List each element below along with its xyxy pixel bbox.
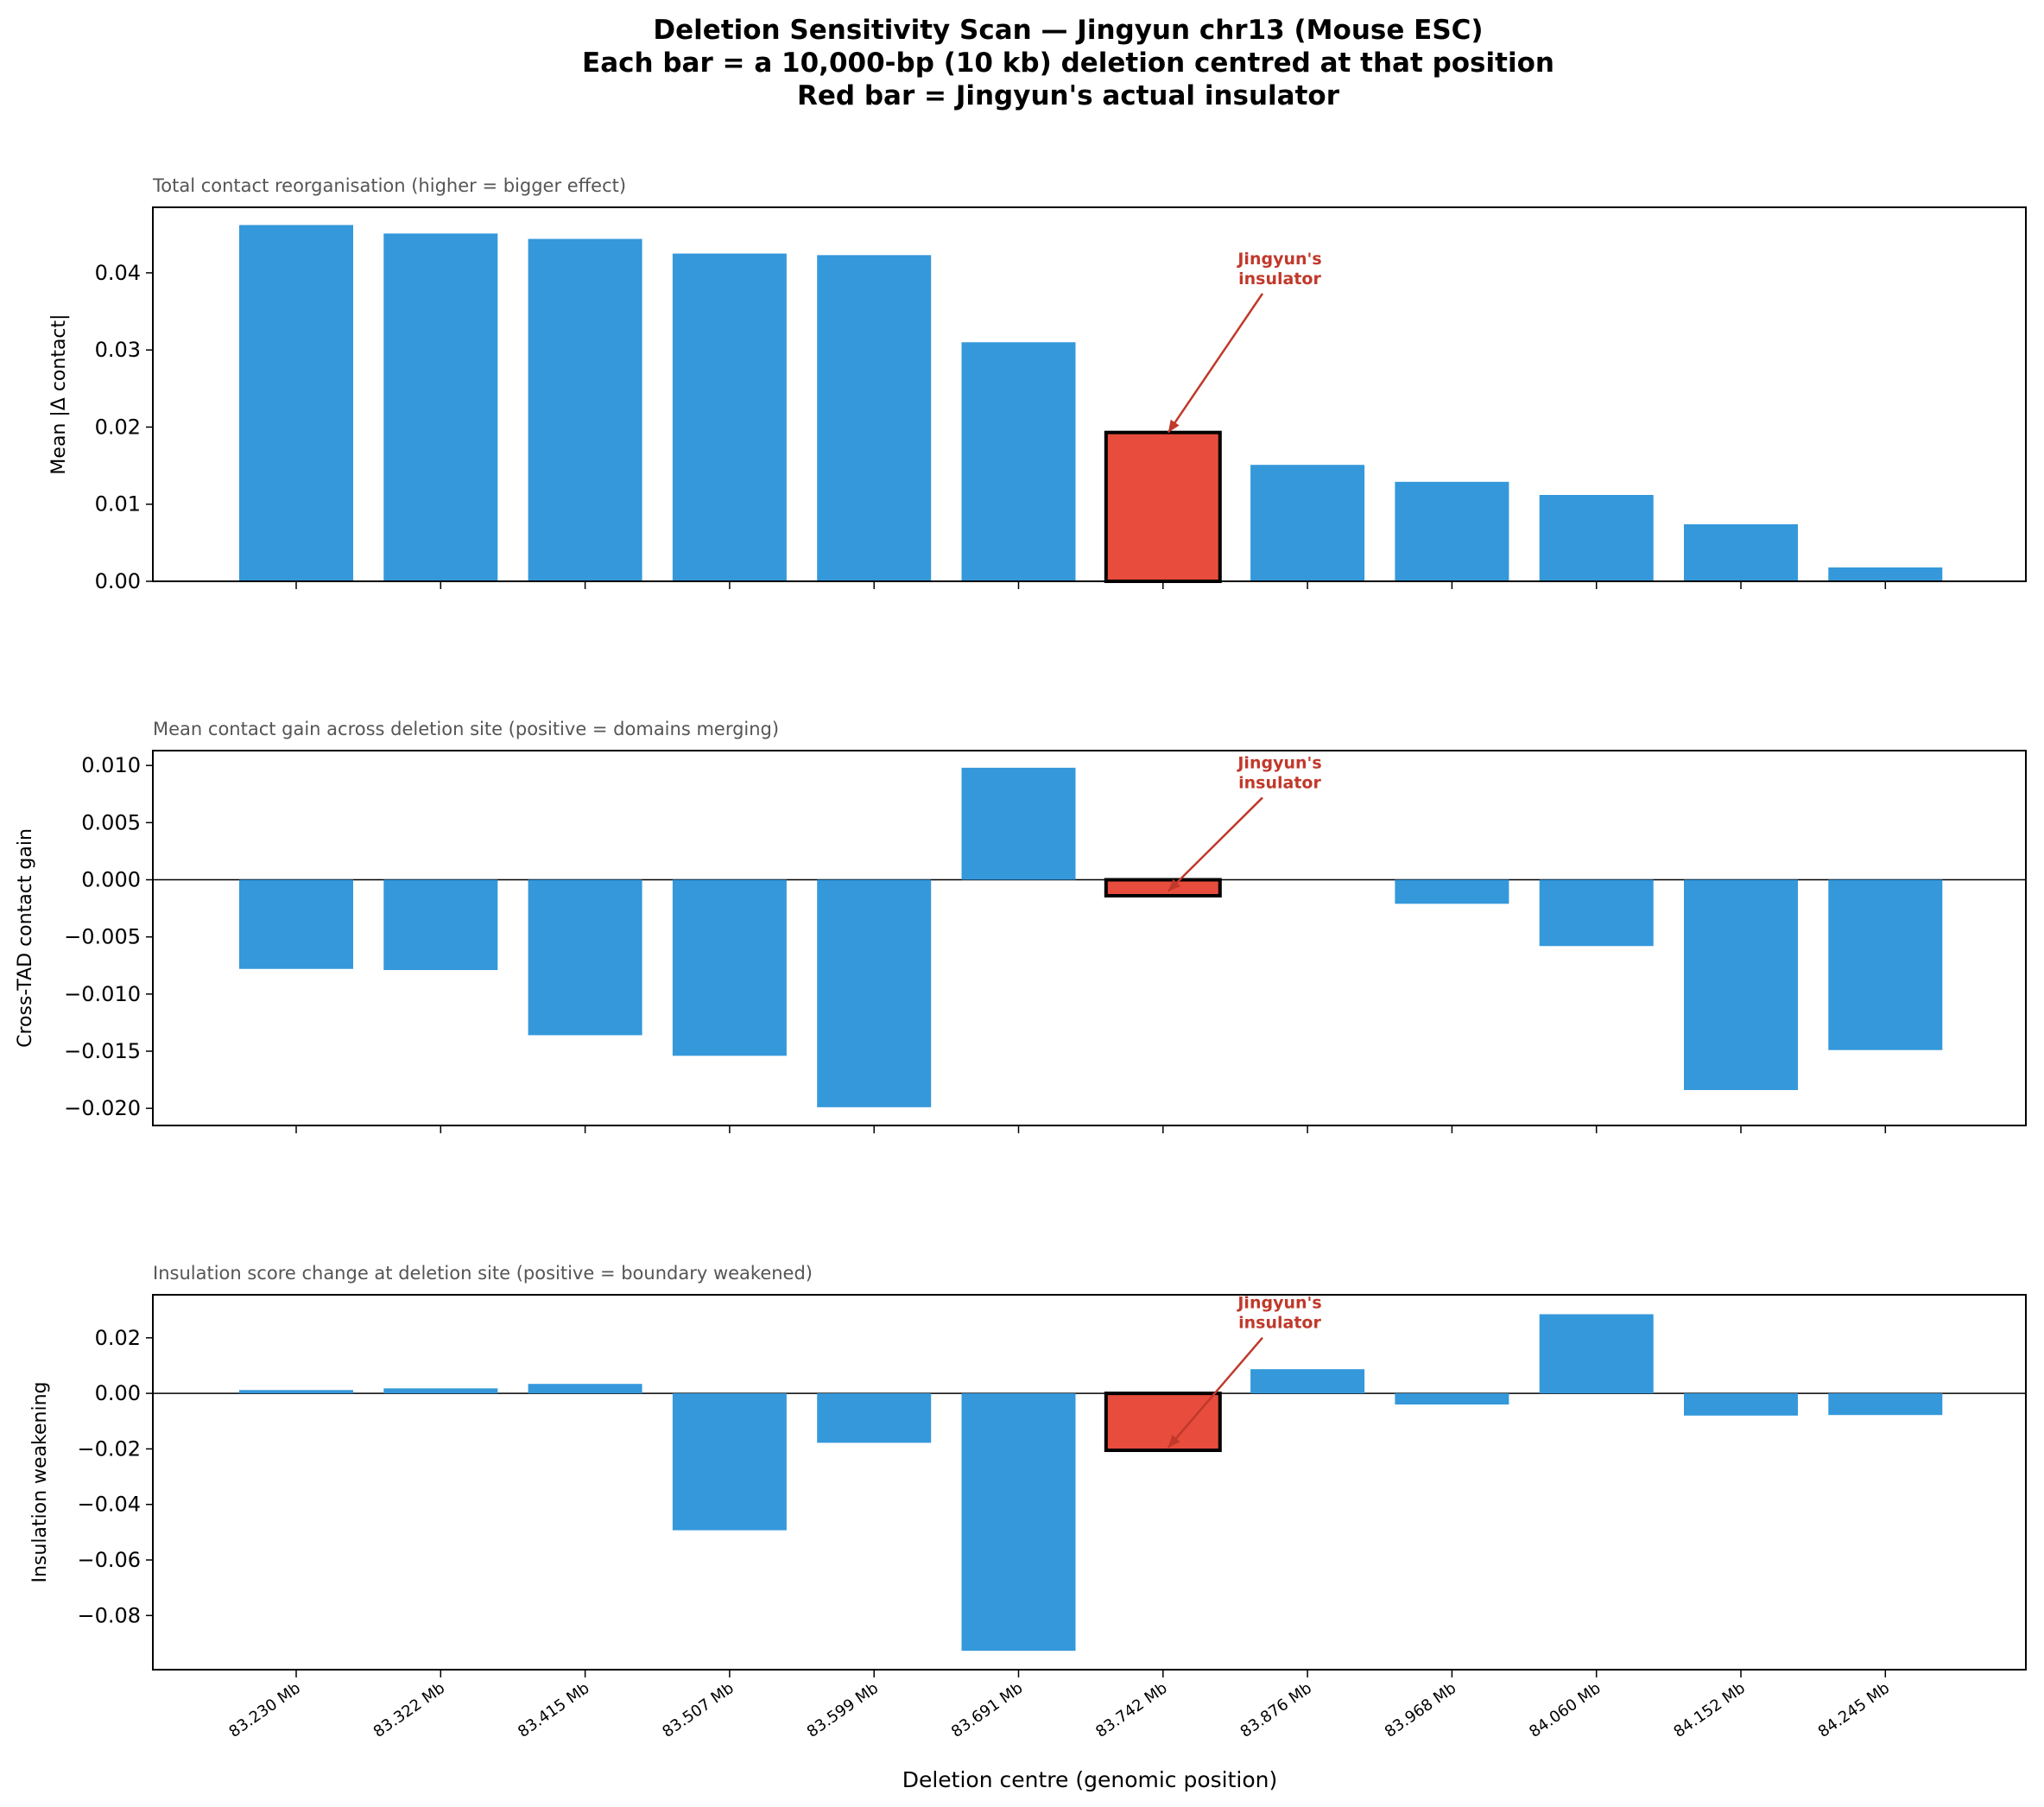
panel-2-bar (1684, 879, 1798, 1090)
panel-2-subtitle: Mean contact gain across deletion site (… (153, 719, 779, 739)
panel-3-subtitle: Insulation score change at deletion site… (153, 1263, 813, 1284)
panel-1-y-tick-label: 0.00 (95, 569, 141, 593)
panel-3-bar (383, 1388, 498, 1394)
x-tick-label: 83.230 Mb (225, 1679, 303, 1741)
panel-2-y-tick-label: −0.005 (64, 925, 141, 949)
x-tick-label: 83.322 Mb (370, 1679, 448, 1741)
panel-2-bar (239, 879, 353, 969)
panel-3-bar-highlight (1104, 1392, 1222, 1453)
panel-3-annotation-arrow (1167, 1336, 1263, 1449)
x-axis-label: Deletion centre (genomic position) (902, 1767, 1278, 1792)
panel-2-y-tick-label: 0.000 (81, 868, 141, 892)
panel-2-axes-frame (152, 750, 2027, 1126)
panel-1-bar (383, 233, 498, 581)
chart-title-line-1: Deletion Sensitivity Scan — Jingyun chr1… (653, 15, 1483, 46)
panel-1-bar-highlight (1104, 430, 1222, 583)
panel-2-y-tick-label: −0.020 (64, 1096, 141, 1120)
panel-1-bar (961, 342, 1076, 581)
panel-3-y-axis-label: Insulation weakening (29, 1381, 51, 1582)
panel-1-bar (1684, 523, 1798, 581)
panel-3-bar (528, 1384, 642, 1394)
panel-3-y-tick-label: 0.02 (95, 1326, 141, 1350)
panel-1-annotation-line-2: insulator (1238, 269, 1321, 288)
panel-2-annotation-line-2: insulator (1238, 773, 1321, 792)
panel-1-y-tick-label: 0.04 (95, 261, 141, 285)
panel-3-bar (1539, 1314, 1654, 1394)
panel-3-bar (239, 1390, 353, 1394)
panel-2-bar (1539, 879, 1654, 947)
panel-2-bar (528, 879, 642, 1036)
panel-2-annotation-arrow (1167, 796, 1263, 892)
panel-2-bar (961, 767, 1076, 880)
x-tick-label: 83.415 Mb (515, 1679, 592, 1741)
panel-2-y-tick-label: −0.015 (64, 1039, 141, 1063)
x-tick-label: 84.245 Mb (1815, 1679, 1893, 1741)
panel-1-bar (1539, 495, 1654, 581)
panel-1-bar (1395, 481, 1509, 581)
panel-1-y-tick-label: 0.03 (95, 338, 141, 362)
panel-2-y-tick-label: 0.005 (81, 810, 141, 834)
panel-1-subtitle: Total contact reorganisation (higher = b… (152, 175, 626, 196)
panel-1-y-axis-label: Mean |Δ contact| (48, 314, 70, 474)
panel-1-bar (528, 238, 642, 581)
panel-3-y-tick-label: 0.00 (95, 1381, 141, 1405)
panel-3-bar (1250, 1369, 1365, 1394)
panel-3-bar (1395, 1393, 1509, 1404)
panel-3-bar (672, 1393, 787, 1531)
panel-3-bar (1828, 1393, 1943, 1416)
panel-1-bar (239, 225, 353, 581)
panel-2-bar (1395, 879, 1509, 904)
panel-2-bar (1828, 879, 1943, 1050)
panel-2-bar-highlight (1104, 878, 1222, 898)
panel-2-bar (383, 879, 498, 971)
panel-1-axes-frame (152, 206, 2027, 582)
panel-2-annotation-arrowhead (1168, 878, 1180, 891)
x-tick-label: 83.742 Mb (1092, 1679, 1170, 1741)
panel-1-annotation-line-1: Jingyun's (1236, 250, 1321, 269)
panel-3-bar (817, 1393, 932, 1443)
x-tick-label: 83.968 Mb (1382, 1679, 1459, 1741)
panel-3-annotation-line-1: Jingyun's (1236, 1294, 1321, 1313)
x-tick-label: 83.507 Mb (659, 1679, 737, 1741)
panel-2-bar (817, 879, 932, 1107)
panel-1-y-tick-label: 0.01 (95, 492, 141, 517)
panel-3-bar (1684, 1393, 1798, 1416)
panel-3-y-tick-label: −0.06 (77, 1548, 141, 1572)
x-tick-label: 83.691 Mb (948, 1679, 1026, 1741)
panel-2-y-tick-label: −0.010 (64, 982, 141, 1006)
panel-1-annotation-arrow (1167, 293, 1264, 434)
panel-3-bar (961, 1393, 1076, 1652)
panel-1-bar (672, 253, 787, 581)
panel-1-bar (817, 255, 932, 581)
panel-2-y-tick-label: 0.010 (81, 753, 141, 777)
panel-2-y-axis-label: Cross-TAD contact gain (15, 828, 36, 1048)
x-tick-label: 84.152 Mb (1670, 1679, 1748, 1741)
panel-3-y-tick-label: −0.02 (77, 1436, 141, 1461)
panel-3-annotation-line-2: insulator (1238, 1314, 1321, 1333)
x-tick-label: 83.876 Mb (1237, 1679, 1315, 1741)
panel-2-annotation-line-1: Jingyun's (1236, 753, 1321, 772)
panel-1-bar (1250, 465, 1365, 581)
panel-2-bar (672, 879, 787, 1056)
x-tick-label: 84.060 Mb (1526, 1679, 1604, 1741)
panel-1-bar (1828, 567, 1943, 581)
chart-title-line-2: Each bar = a 10,000-bp (10 kb) deletion … (582, 48, 1554, 79)
panel-3-axes-frame (152, 1294, 2027, 1671)
x-tick-label: 83.599 Mb (804, 1679, 882, 1741)
panel-3-y-tick-label: −0.08 (77, 1603, 141, 1627)
panel-3-y-tick-label: −0.04 (77, 1493, 141, 1517)
chart-title-line-3: Red bar = Jingyun's actual insulator (797, 80, 1340, 111)
panel-1-annotation-arrowhead (1168, 419, 1180, 433)
panel-1-y-tick-label: 0.02 (95, 415, 141, 439)
panel-3-annotation-arrowhead (1168, 1435, 1180, 1448)
